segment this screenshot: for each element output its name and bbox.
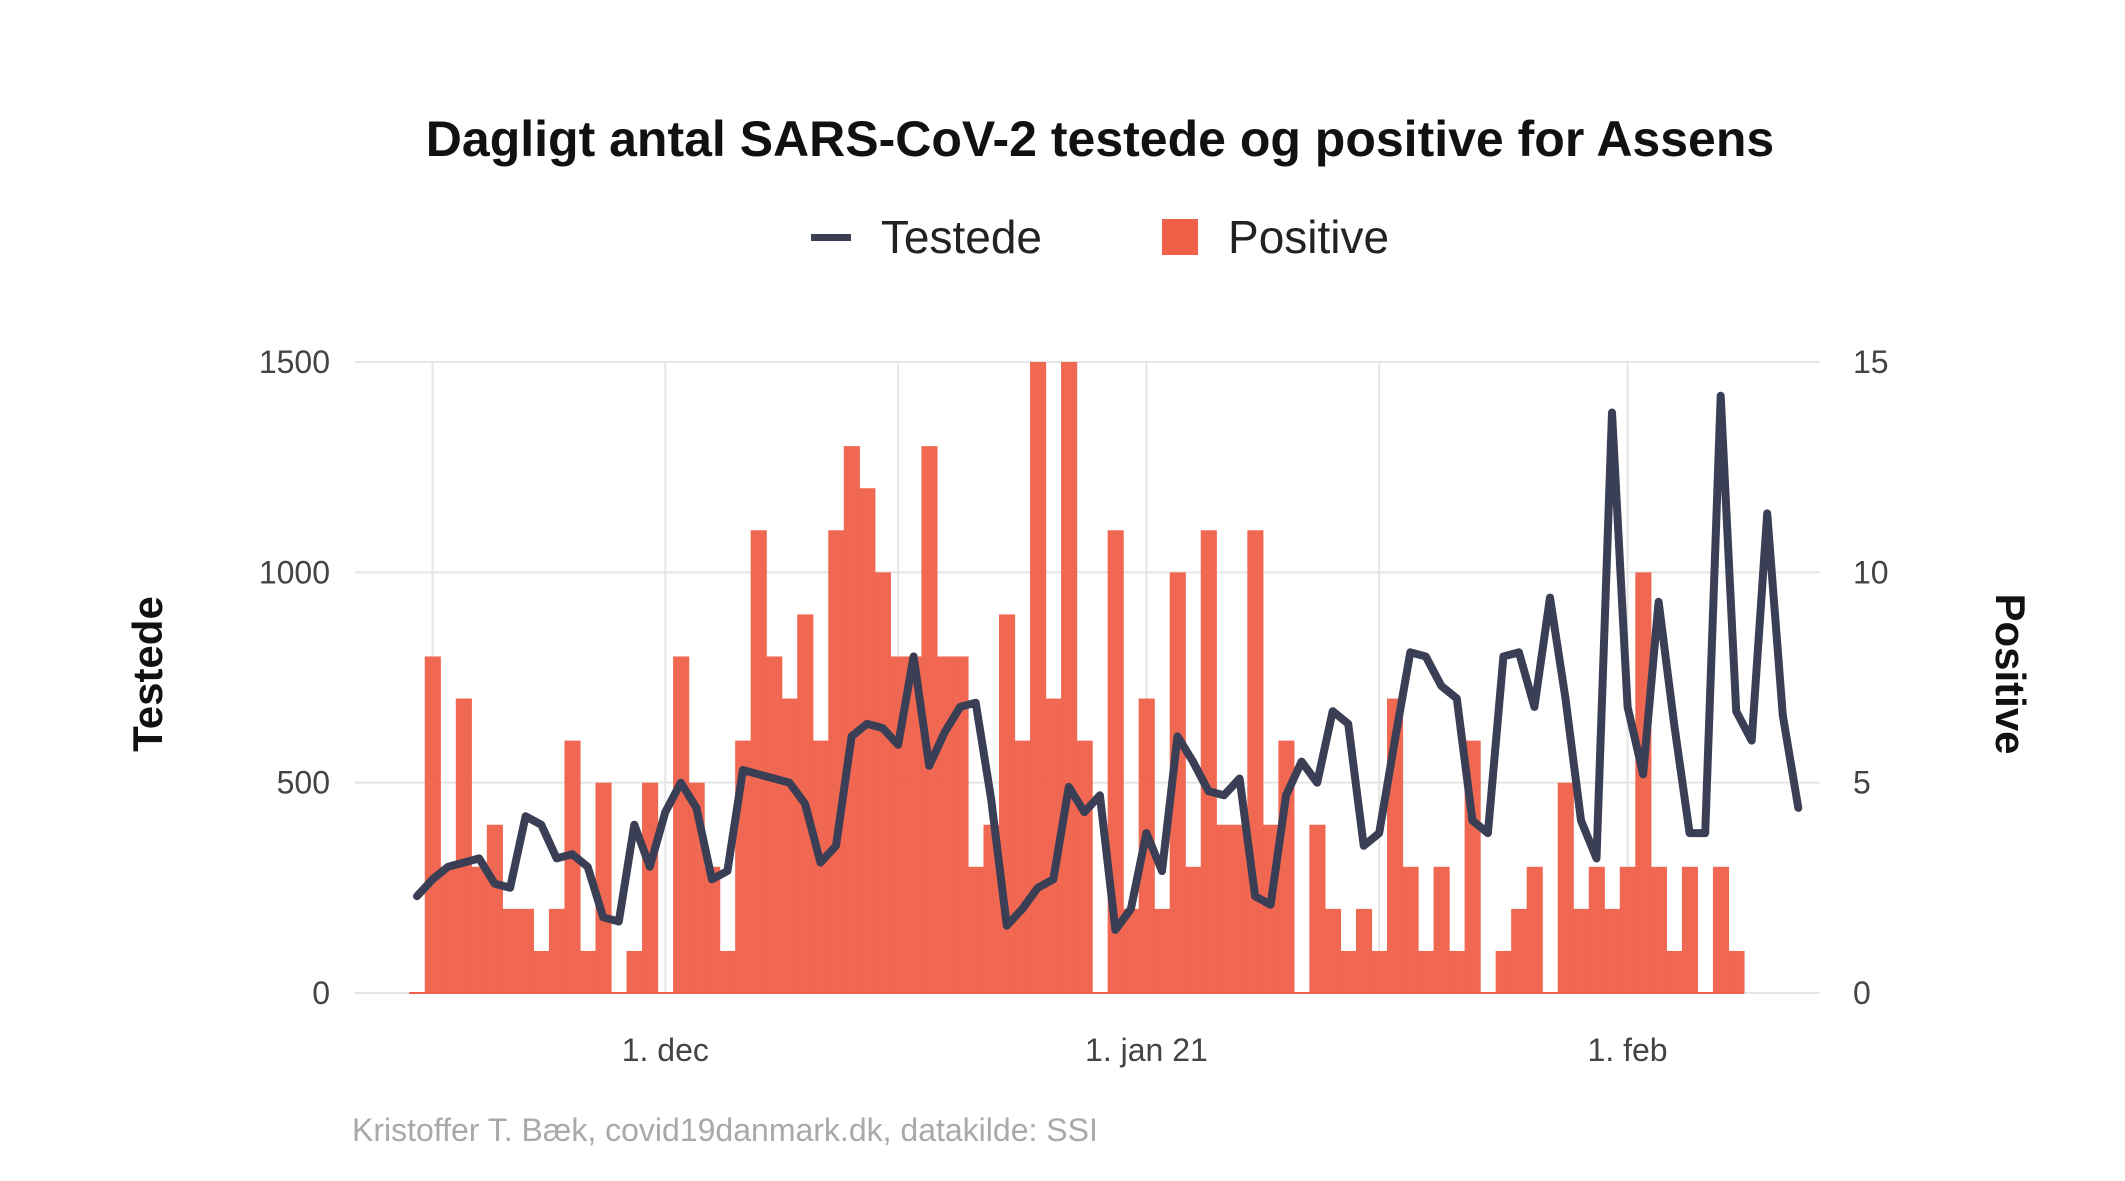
positive-bar — [1247, 530, 1264, 993]
testede-line — [413, 391, 1803, 934]
positive-bar — [1418, 950, 1435, 993]
positive-bar — [424, 656, 441, 993]
positive-bar — [486, 824, 503, 993]
legend: Testede Positive — [0, 210, 2125, 264]
positive-bar — [750, 530, 767, 993]
x-tick-label: 1. dec — [622, 1032, 709, 1068]
positive-bar — [936, 656, 954, 993]
legend-box-swatch — [1162, 219, 1199, 255]
positive-bar — [1635, 572, 1652, 993]
positive-bars — [409, 362, 1745, 994]
positive-bar — [1355, 908, 1373, 993]
positive-bar — [1588, 866, 1605, 993]
positive-bar — [766, 656, 783, 993]
positive-bar — [1511, 908, 1528, 993]
y-left-tick-label: 500 — [277, 765, 330, 801]
positive-bar — [517, 908, 534, 993]
positive-bar — [1619, 866, 1636, 993]
positive-bar — [967, 866, 985, 993]
legend-label-positive: Positive — [1228, 211, 1390, 263]
positive-bar — [1185, 866, 1202, 993]
positive-bar — [1402, 866, 1419, 993]
y-left-tick-label: 0 — [312, 975, 330, 1011]
positive-bar — [1309, 824, 1326, 993]
positive-bar — [952, 656, 969, 993]
positive-bar — [812, 740, 829, 993]
positive-bar — [595, 782, 612, 993]
positive-bar — [1728, 950, 1745, 993]
x-tick-label: 1. jan 21 — [1085, 1032, 1208, 1068]
positive-bar — [1650, 866, 1667, 993]
positive-bar — [642, 782, 659, 993]
y-right-tick-label: 0 — [1853, 975, 1871, 1011]
positive-bar — [1216, 824, 1233, 993]
positive-bar — [1712, 866, 1730, 993]
testede-line-group — [413, 391, 1803, 934]
positive-bar — [1076, 740, 1093, 993]
positive-bar — [533, 950, 550, 993]
positive-bar — [564, 740, 581, 993]
positive-bar — [719, 950, 736, 993]
y-right-tick-label: 5 — [1853, 765, 1871, 801]
positive-bar — [1200, 530, 1217, 993]
positive-bar — [921, 446, 938, 994]
positive-bar — [1154, 908, 1171, 993]
positive-bar — [440, 866, 457, 993]
positive-bar — [1045, 698, 1062, 993]
positive-bar — [1557, 782, 1574, 993]
positive-bar — [905, 656, 922, 993]
y-right-tick-label: 10 — [1853, 554, 1889, 590]
positive-bar — [471, 866, 488, 993]
positive-bar — [1123, 908, 1140, 993]
positive-bar — [999, 614, 1016, 993]
y-left-tick-label: 1000 — [259, 554, 330, 590]
positive-bar — [1433, 866, 1450, 993]
positive-bar — [1573, 908, 1590, 993]
positive-bar — [1169, 572, 1186, 993]
positive-bar — [874, 572, 891, 993]
positive-bar — [828, 530, 845, 993]
positive-bar — [626, 950, 643, 993]
chart-title: Dagligt antal SARS-CoV-2 testede og posi… — [425, 111, 1775, 167]
x-tick-label: 1. feb — [1588, 1032, 1668, 1068]
positive-bar — [1014, 740, 1031, 993]
legend-item-testede: Testede — [810, 210, 1043, 264]
positive-bar — [1604, 908, 1621, 993]
positive-bar — [1371, 950, 1388, 993]
positive-bar — [455, 698, 472, 993]
positive-bar — [1681, 866, 1698, 993]
positive-bar — [781, 698, 798, 993]
y-right-tick-label: 15 — [1853, 344, 1889, 380]
legend-line-swatch — [810, 233, 851, 241]
legend-label-testede: Testede — [880, 211, 1043, 263]
axis-tick-labels: 0 0 500 5 1000 10 1500 15 1. dec 1. jan 21 1. feb — [259, 344, 1889, 1068]
positive-bar — [1449, 950, 1466, 993]
positive-bar — [1666, 950, 1683, 993]
positive-bar — [502, 908, 519, 993]
positive-bar — [1030, 362, 1047, 993]
positive-bar — [843, 446, 860, 994]
positive-bar — [1061, 362, 1078, 993]
positive-bar — [1324, 908, 1342, 993]
y-left-tick-label: 1500 — [259, 344, 330, 380]
positive-bar — [1340, 950, 1357, 993]
positive-bar — [673, 656, 690, 993]
positive-bar — [859, 488, 876, 993]
positive-bar — [1231, 824, 1248, 993]
legend-item-positive: Positive — [1162, 210, 1389, 264]
caption: Kristoffer T. Bæk, covid19danmark.dk, da… — [352, 1112, 1098, 1148]
positive-bar — [579, 950, 597, 993]
positive-bar — [1495, 950, 1512, 993]
positive-bar — [1526, 866, 1543, 993]
positive-bar — [548, 908, 566, 993]
positive-bar — [704, 866, 721, 993]
